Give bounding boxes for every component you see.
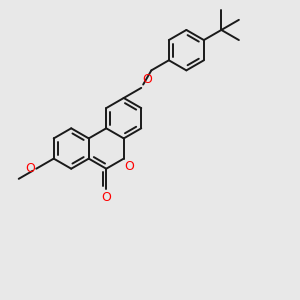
Text: O: O [101,191,111,204]
Text: O: O [142,74,152,86]
Text: O: O [25,162,35,175]
Text: O: O [124,160,134,172]
